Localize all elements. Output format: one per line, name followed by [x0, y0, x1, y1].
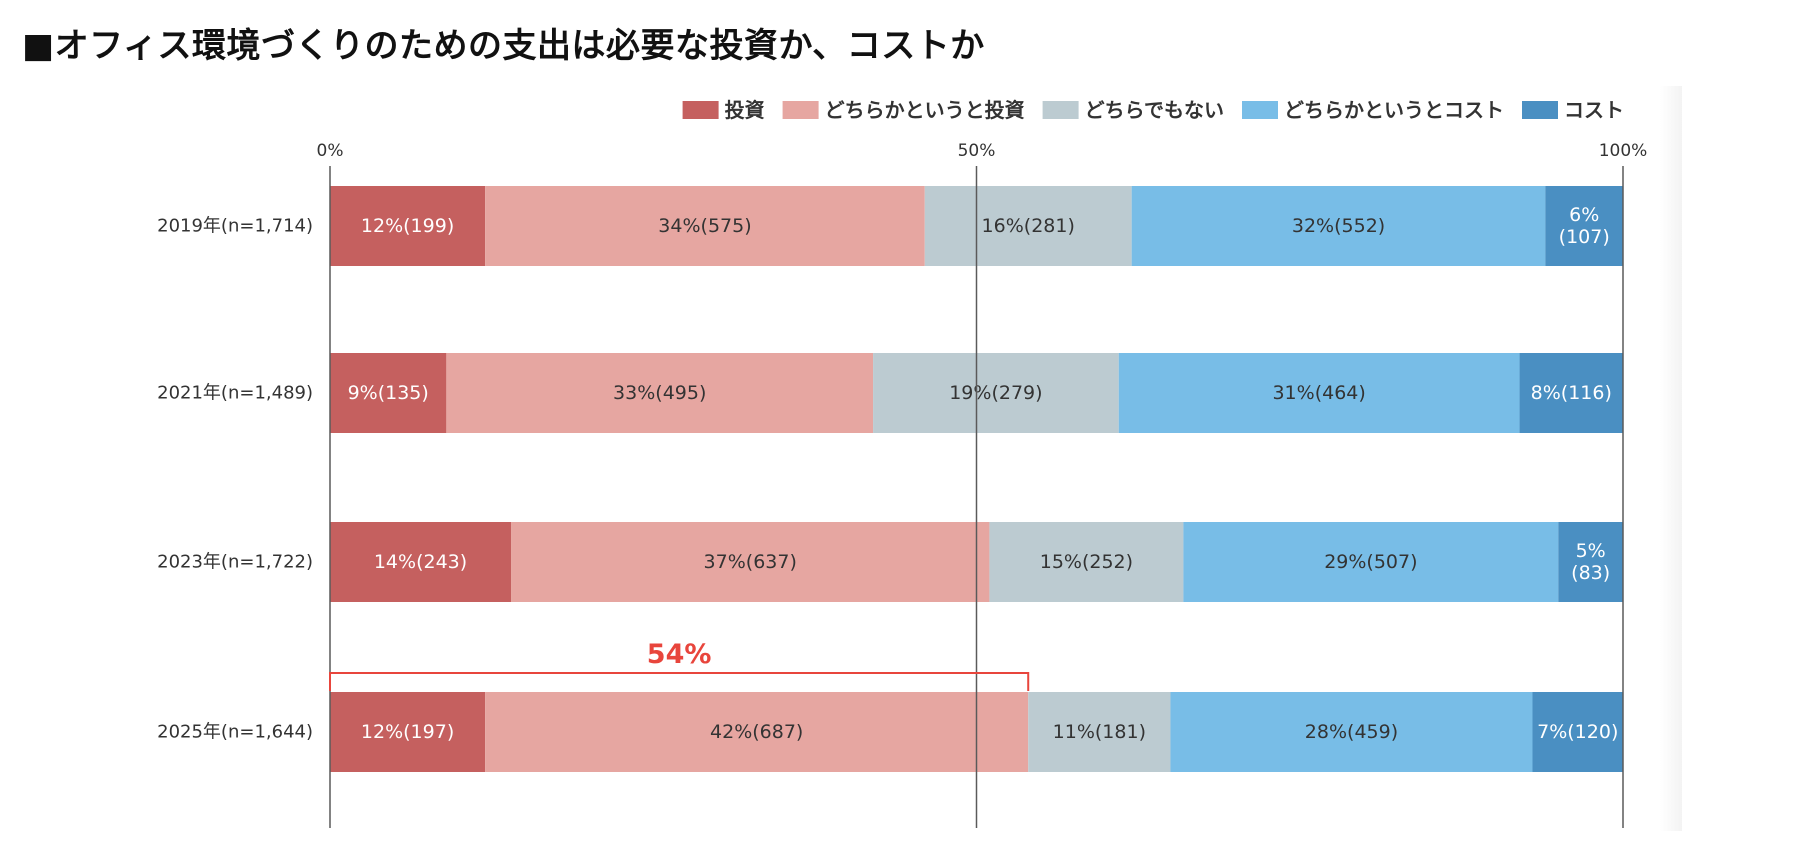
data-label: 37%(637) — [704, 551, 797, 573]
data-label: 19%(279) — [949, 382, 1042, 404]
bar-segment — [485, 692, 1029, 772]
legend-label: コスト — [1564, 98, 1624, 122]
bar-segment — [1532, 692, 1623, 772]
bar-segment — [989, 522, 1184, 602]
data-label: 12%(197) — [361, 721, 454, 743]
bar-segment — [1118, 353, 1520, 433]
data-label: 9%(135) — [348, 382, 429, 404]
category-label: 2019年(n=1,714) — [157, 216, 313, 237]
x-tick-label: 100% — [1599, 141, 1648, 161]
page-title: ■オフィス環境づくりのための支出は必要な投資か、コストか — [22, 26, 985, 66]
data-label: 6% — [1569, 204, 1599, 226]
data-label: 12%(199) — [361, 215, 454, 237]
legend-label: どちらかというとコスト — [1284, 98, 1504, 122]
data-label: 15%(252) — [1040, 551, 1133, 573]
annotation-label: 54% — [647, 639, 712, 670]
data-label: 31%(464) — [1272, 382, 1365, 404]
bar-segment — [1028, 692, 1171, 772]
category-label: 2021年(n=1,489) — [157, 383, 313, 404]
data-label: 32%(552) — [1292, 215, 1385, 237]
category-label: 2023年(n=1,722) — [157, 552, 313, 573]
bar-segment — [1170, 692, 1533, 772]
bar-segment — [924, 186, 1132, 266]
bar-segment — [330, 692, 486, 772]
legend-swatch — [1242, 101, 1278, 119]
category-label: 2025年(n=1,644) — [157, 722, 313, 743]
data-label: 7%(120) — [1537, 721, 1618, 743]
bar-segment — [330, 186, 486, 266]
data-label: 29%(507) — [1324, 551, 1417, 573]
x-tick-label: 50% — [958, 141, 996, 161]
data-label: 16%(281) — [982, 215, 1075, 237]
legend-swatch — [1522, 101, 1558, 119]
bar-segment — [485, 186, 925, 266]
bar-segment — [1183, 522, 1559, 602]
bar-segment — [1519, 353, 1623, 433]
bar-segment — [1131, 186, 1546, 266]
bar-segment — [1558, 522, 1623, 602]
bar-segment — [330, 353, 447, 433]
data-label: 14%(243) — [374, 551, 467, 573]
data-label: (83) — [1571, 562, 1610, 584]
data-label: 34%(575) — [658, 215, 751, 237]
legend-swatch — [1042, 101, 1079, 119]
bar-segment — [446, 353, 874, 433]
data-label: 11%(181) — [1053, 721, 1146, 743]
legend-swatch — [682, 101, 719, 119]
chart-panel-shadow — [1660, 86, 1682, 831]
x-tick-label: 0% — [317, 141, 344, 161]
data-label: 5% — [1576, 540, 1606, 562]
data-label: (107) — [1559, 226, 1610, 248]
annotation-bracket — [329, 672, 1030, 691]
data-label: 42%(687) — [710, 721, 803, 743]
bar-segment — [511, 522, 990, 602]
legend-label: どちらでもない — [1085, 98, 1224, 122]
bar-segment — [1545, 186, 1623, 266]
bar-segment — [873, 353, 1119, 433]
data-label: 33%(495) — [613, 382, 706, 404]
data-label: 28%(459) — [1305, 721, 1398, 743]
legend-label: 投資 — [725, 98, 765, 122]
legend-label: どちらかというと投資 — [825, 98, 1025, 122]
legend-swatch — [782, 101, 819, 119]
data-label: 8%(116) — [1531, 382, 1612, 404]
bar-segment — [330, 522, 512, 602]
